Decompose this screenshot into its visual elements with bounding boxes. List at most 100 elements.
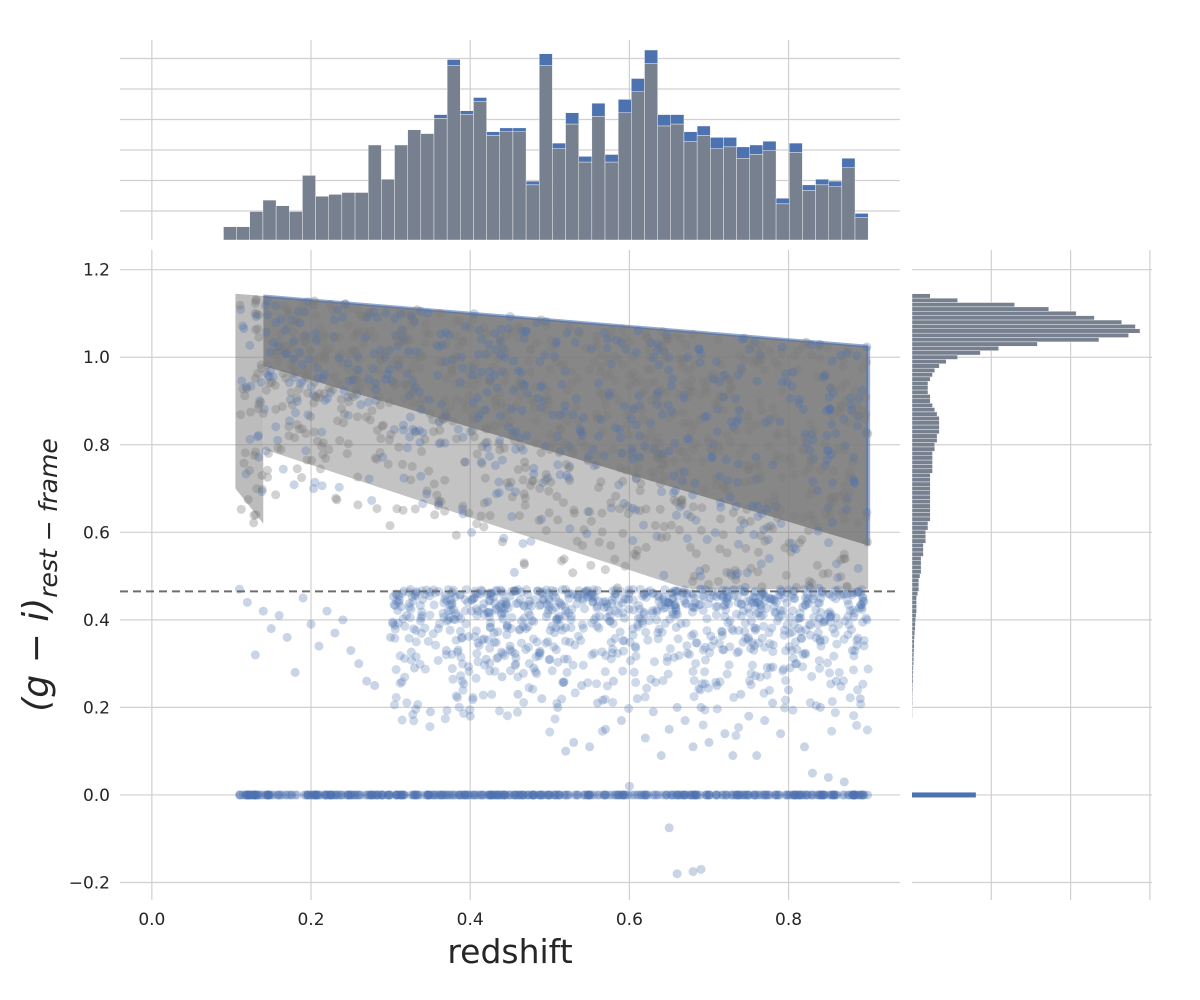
scatter-point (650, 390, 660, 400)
scatter-point (299, 337, 309, 347)
scatter-point (457, 632, 467, 642)
scatter-point (455, 590, 465, 600)
scatter-point (691, 790, 701, 800)
scatter-point (795, 608, 805, 618)
scatter-point (606, 359, 616, 369)
scatter-point (469, 380, 479, 390)
scatter-point (610, 375, 620, 385)
scatter-point (766, 521, 776, 531)
scatter-point (733, 592, 743, 602)
scatter-point (790, 351, 800, 361)
scatter-point (859, 597, 869, 607)
scatter-point (676, 495, 686, 505)
scatter-point (441, 374, 451, 384)
scatter-point (733, 370, 743, 380)
scatter-point (557, 379, 567, 389)
top-hist-bar-blue (762, 140, 777, 151)
scatter-point (661, 790, 671, 800)
scatter-point (589, 648, 599, 658)
scatter-point (516, 442, 526, 452)
scatter-point (850, 790, 860, 800)
scatter-point (754, 790, 764, 800)
scatter-point (292, 420, 302, 430)
scatter-point (657, 450, 667, 460)
scatter-point (447, 649, 457, 659)
scatter-point (712, 704, 722, 714)
scatter-point (563, 608, 573, 618)
scatter-point (857, 790, 867, 800)
scatter-point (698, 645, 708, 655)
scatter-point (774, 790, 784, 800)
scatter-point (550, 714, 560, 724)
top-hist-bar-blue (710, 137, 724, 149)
scatter-point (763, 498, 773, 508)
scatter-point (591, 336, 601, 346)
scatter-point (304, 354, 314, 364)
scatter-point (678, 419, 688, 429)
scatter-point (592, 679, 602, 689)
scatter-point (517, 379, 527, 389)
scatter-point (576, 635, 586, 645)
scatter-point (308, 390, 318, 400)
scatter-point (513, 366, 523, 376)
scatter-point (514, 323, 524, 333)
scatter-points (234, 295, 873, 879)
scatter-point (374, 392, 384, 402)
scatter-point (451, 316, 461, 326)
scatter-point (408, 709, 418, 719)
scatter-point (278, 464, 288, 474)
scatter-point (552, 615, 562, 625)
scatter-point (306, 790, 316, 800)
scatter-point (671, 586, 681, 596)
scatter-point (760, 418, 770, 428)
scatter-point (368, 790, 378, 800)
scatter-point (325, 343, 335, 353)
scatter-point (254, 399, 264, 409)
top-hist-bar (367, 144, 382, 240)
scatter-point (657, 487, 667, 497)
scatter-point (368, 364, 378, 374)
scatter-point (732, 568, 742, 578)
scatter-point (848, 790, 858, 800)
scatter-point (354, 355, 364, 365)
top-hist-bar (473, 101, 487, 240)
scatter-point (686, 790, 696, 800)
scatter-point (343, 790, 353, 800)
scatter-point (667, 607, 677, 617)
scatter-point (569, 505, 579, 515)
scatter-point (464, 508, 474, 518)
scatter-point (863, 790, 873, 800)
scatter-point (578, 660, 588, 670)
scatter-point (632, 473, 642, 483)
scatter-point (725, 492, 735, 502)
scatter-point (292, 393, 302, 403)
scatter-point (685, 790, 695, 800)
scatter-point (445, 403, 455, 413)
scatter-point (499, 533, 509, 543)
scatter-point (720, 600, 730, 610)
right-hist-bar (912, 477, 931, 483)
scatter-point (320, 790, 330, 800)
scatter-point (751, 420, 761, 430)
scatter-point (545, 429, 555, 439)
scatter-point (438, 608, 448, 618)
scatter-point (415, 616, 425, 626)
scatter-point (843, 417, 853, 427)
scatter-point (467, 315, 477, 325)
scatter-point (862, 357, 872, 367)
scatter-point (746, 563, 756, 573)
scatter-point (827, 449, 837, 459)
scatter-point (789, 619, 799, 629)
scatter-point (480, 438, 490, 448)
scatter-point (747, 475, 757, 485)
scatter-point (311, 392, 321, 402)
scatter-point (833, 585, 843, 595)
scatter-point (301, 446, 311, 456)
scatter-point (336, 395, 346, 405)
scatter-point (635, 506, 645, 516)
scatter-point (451, 691, 461, 701)
scatter-point (357, 311, 367, 321)
scatter-point (403, 349, 413, 359)
scatter-point (697, 503, 707, 513)
scatter-point (762, 504, 772, 514)
